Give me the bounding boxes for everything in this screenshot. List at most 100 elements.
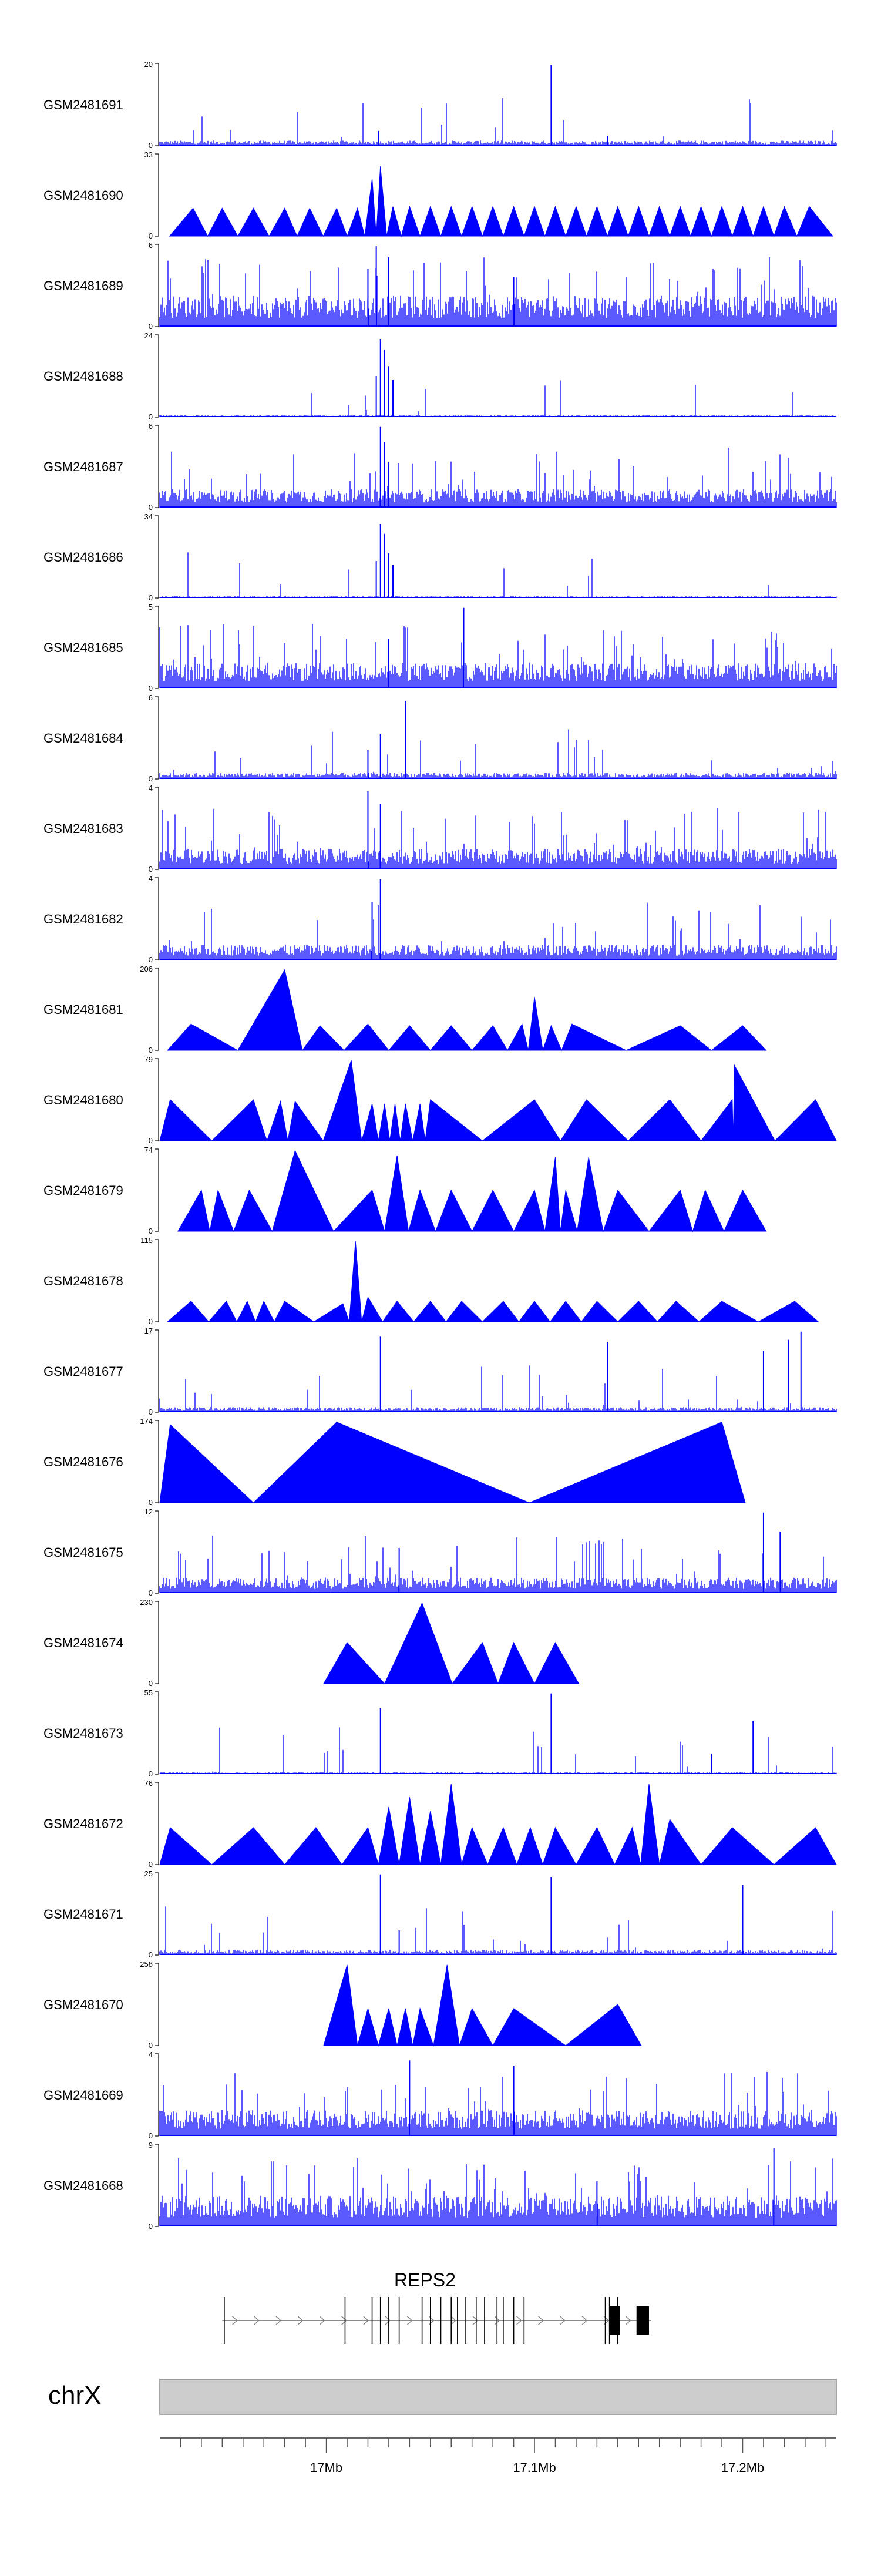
track-ymax-label: 6 [149, 241, 153, 250]
track-ymin-label: 0 [149, 1588, 153, 1597]
strand-arrow [385, 2316, 391, 2325]
track-ymin-label: 0 [149, 1860, 153, 1869]
coverage-area [159, 1784, 837, 1866]
coverage-area [167, 969, 767, 1052]
coverage-signal [159, 448, 837, 508]
track-label: GSM2481690 [43, 188, 123, 203]
strand-arrow [363, 2316, 369, 2325]
track-label: GSM2481685 [43, 640, 123, 655]
track-label: GSM2481683 [43, 821, 123, 836]
coverage-signal [159, 98, 837, 146]
track-ymin-label: 0 [149, 503, 153, 512]
coverage-area [166, 1241, 819, 1323]
track-ymin-label: 0 [149, 593, 153, 602]
track-ymin-label: 0 [149, 774, 153, 783]
track-ymax-label: 5 [149, 603, 153, 612]
track-ymax-label: 4 [149, 784, 153, 792]
coverage-signal [159, 1536, 837, 1593]
strand-arrow [232, 2316, 238, 2325]
coverage-area [323, 1964, 642, 2047]
track-ymax-label: 6 [149, 693, 153, 702]
track-ymax-label: 25 [144, 1869, 153, 1878]
track-ymax-label: 258 [140, 1960, 153, 1969]
strand-arrow [254, 2316, 260, 2325]
track-label: GSM2481671 [43, 1907, 123, 1922]
coverage-signal [159, 729, 837, 779]
track-ymax-label: 4 [149, 874, 153, 883]
track-ymax-label: 20 [144, 60, 153, 69]
track-ymax-label: 74 [144, 1146, 153, 1154]
strand-arrow [472, 2316, 478, 2325]
track-ymin-label: 0 [149, 955, 153, 964]
track-label: GSM2481670 [43, 1997, 123, 2012]
track-ymax-label: 9 [149, 2141, 153, 2150]
track-label: GSM2481687 [43, 459, 123, 474]
coverage-signal [159, 257, 837, 327]
track-label: GSM2481686 [43, 550, 123, 565]
x-tick-label: 17.1Mb [513, 2460, 556, 2475]
x-tick-label: 17Mb [310, 2460, 342, 2475]
track-label: GSM2481673 [43, 1726, 123, 1741]
coverage-area [159, 1422, 746, 1503]
track-ymin-label: 0 [149, 2222, 153, 2231]
track-label: GSM2481684 [43, 731, 123, 745]
track-ymax-label: 115 [140, 1236, 153, 1245]
strand-arrow [275, 2316, 282, 2325]
track-label: GSM2481675 [43, 1545, 123, 1560]
coverage-signal [159, 552, 837, 598]
track-ymin-label: 0 [149, 1498, 153, 1507]
coverage-area [159, 1060, 837, 1142]
track-ymin-label: 0 [149, 1679, 153, 1688]
coverage-signal [159, 1365, 837, 1412]
track-label: GSM2481689 [43, 278, 123, 293]
track-ymax-label: 230 [140, 1598, 153, 1607]
track-ymin-label: 0 [149, 684, 153, 693]
track-ymax-label: 24 [144, 331, 153, 340]
track-label: GSM2481678 [43, 1274, 123, 1288]
chromosome-ideogram [159, 2379, 837, 2415]
track-label: GSM2481668 [43, 2178, 123, 2193]
utr-block [636, 2306, 649, 2335]
track-ymin-label: 0 [149, 2131, 153, 2140]
coverage-signal [159, 902, 837, 960]
strand-arrow [320, 2316, 325, 2325]
track-ymin-label: 0 [149, 1950, 153, 1959]
coverage-signal [159, 380, 837, 417]
track-label: GSM2481676 [43, 1455, 123, 1469]
track-label: GSM2481674 [43, 1635, 123, 1650]
coverage-signal [159, 808, 837, 869]
track-ymax-label: 34 [144, 512, 153, 521]
coverage-area [323, 1602, 580, 1685]
track-ymin-label: 0 [149, 322, 153, 331]
strand-arrow [560, 2316, 566, 2325]
track-ymin-label: 0 [149, 231, 153, 240]
coverage-area [169, 166, 833, 237]
coverage-signal [159, 2071, 837, 2136]
coverage-signal [159, 624, 837, 688]
strand-arrow [516, 2316, 522, 2325]
track-ymin-label: 0 [149, 2041, 153, 2050]
track-ymax-label: 174 [140, 1417, 153, 1426]
track-ymax-label: 206 [140, 965, 153, 973]
track-ymin-label: 0 [149, 865, 153, 874]
track-ymax-label: 12 [144, 1507, 153, 1516]
track-label: GSM2481681 [43, 1002, 123, 1017]
chromosome-label: chrX [48, 2381, 101, 2410]
track-ymax-label: 76 [144, 1779, 153, 1788]
strand-arrow [581, 2316, 588, 2325]
gene-name: REPS2 [394, 2269, 456, 2290]
track-label: GSM2481680 [43, 1093, 123, 1107]
track-label: GSM2481682 [43, 912, 123, 926]
track-label: GSM2481688 [43, 369, 123, 384]
strand-arrow [450, 2316, 456, 2325]
utr-block [609, 2306, 620, 2335]
track-ymin-label: 0 [149, 1046, 153, 1054]
strand-arrow [341, 2316, 347, 2325]
track-label: GSM2481677 [43, 1364, 123, 1379]
coverage-area [177, 1150, 767, 1232]
strand-arrow [538, 2316, 544, 2325]
track-label: GSM2481679 [43, 1183, 123, 1198]
track-ymax-label: 55 [144, 1688, 153, 1697]
track-ymax-label: 4 [149, 2050, 153, 2059]
